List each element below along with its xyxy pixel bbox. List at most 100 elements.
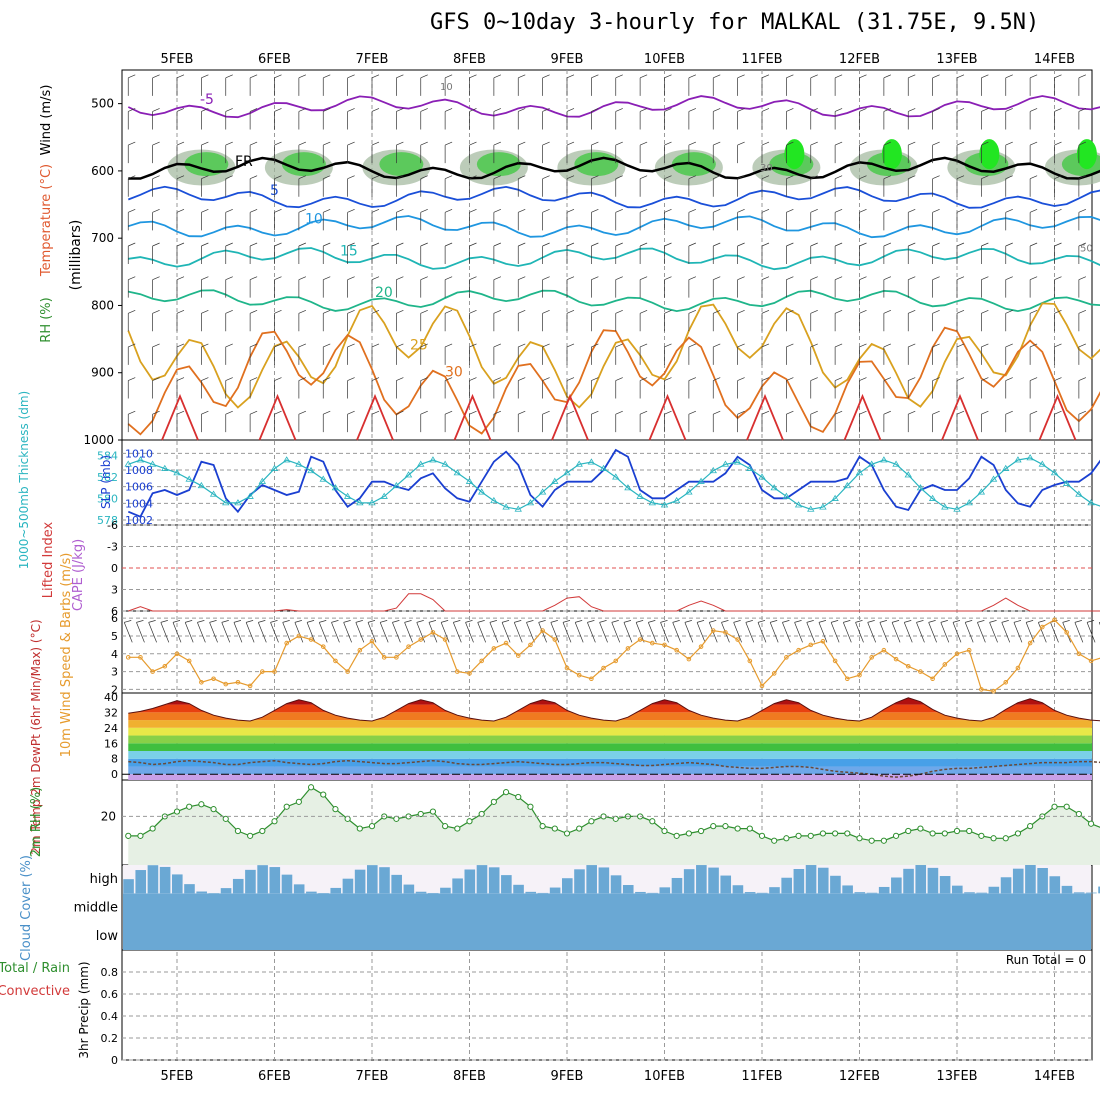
thickness-point bbox=[733, 458, 742, 465]
wind-barb bbox=[964, 620, 974, 643]
lifted-index-line bbox=[128, 593, 1100, 612]
cape-axis-label: CAPE (J/kg) bbox=[71, 539, 86, 611]
date-label-top: 10FEB bbox=[644, 52, 685, 67]
wind-barb bbox=[444, 276, 453, 298]
wind-barb bbox=[1078, 410, 1087, 433]
wind-barb bbox=[639, 175, 648, 197]
cloud-high-bar bbox=[220, 888, 232, 894]
wind-barb bbox=[542, 209, 550, 231]
wind-barb bbox=[806, 620, 816, 643]
wind-barb bbox=[761, 377, 770, 399]
isotherm-line bbox=[127, 95, 1100, 119]
wind-barb bbox=[517, 276, 526, 298]
thickness-point bbox=[758, 473, 766, 480]
wind-barb bbox=[428, 620, 438, 643]
wind-barb bbox=[737, 175, 745, 197]
thickness-point bbox=[234, 499, 242, 506]
wind-barb bbox=[566, 410, 575, 433]
wind-barb bbox=[587, 620, 596, 643]
rh-point bbox=[649, 818, 656, 825]
cloud-high-bar bbox=[488, 867, 500, 894]
wind-barb bbox=[148, 620, 157, 643]
wind-barb bbox=[664, 209, 672, 231]
wind-speed-point bbox=[174, 651, 180, 657]
temp-band bbox=[128, 720, 1092, 728]
wind-speed-point bbox=[784, 655, 789, 660]
wind-barb bbox=[517, 209, 526, 231]
wind-barb bbox=[615, 74, 623, 96]
rh-point bbox=[125, 832, 132, 839]
wind-barb bbox=[493, 377, 502, 399]
thickness-point bbox=[136, 456, 145, 463]
temp-band bbox=[128, 758, 1092, 767]
y-tick-label: 2 bbox=[111, 683, 118, 696]
rh-point bbox=[1002, 835, 1009, 842]
wind-barb bbox=[566, 377, 575, 399]
rh-point bbox=[917, 825, 924, 832]
wind-barb bbox=[1005, 175, 1013, 197]
wind-barb bbox=[932, 175, 940, 197]
cloud-high-bar bbox=[842, 885, 853, 894]
wind-barb bbox=[152, 410, 160, 433]
wind-barb bbox=[834, 141, 843, 164]
wind-barb bbox=[981, 209, 989, 231]
wind-barb bbox=[1029, 209, 1038, 231]
wind-barb bbox=[907, 410, 916, 433]
thickness-point bbox=[307, 466, 315, 474]
wind-barb bbox=[542, 108, 550, 130]
wind-barb bbox=[274, 242, 282, 264]
wind-barb bbox=[322, 377, 331, 399]
cloud-high-bar bbox=[269, 867, 281, 894]
rh-point bbox=[697, 827, 705, 835]
date-label-top: 5FEB bbox=[161, 52, 194, 67]
wind-barb bbox=[639, 108, 648, 130]
rh-point bbox=[966, 827, 973, 835]
wind-barb bbox=[981, 175, 989, 197]
wind-barb bbox=[152, 175, 160, 197]
wind-barb bbox=[737, 141, 745, 164]
cloud-high-bar bbox=[1049, 876, 1061, 894]
isotherm-hot-loop bbox=[1038, 393, 1077, 441]
cloud-high-bar bbox=[281, 874, 293, 894]
wind-speed-point bbox=[759, 683, 765, 689]
wind-barb bbox=[493, 74, 502, 96]
lifted-cape-panel: -6 -3 0 3 6 Lifted Index CAPE (J/kg) bbox=[41, 519, 1100, 618]
rh-point bbox=[1051, 803, 1058, 810]
thickness-point bbox=[746, 464, 754, 471]
wind-barb bbox=[981, 343, 989, 365]
wind-barb bbox=[810, 309, 818, 332]
wind-barb bbox=[298, 141, 307, 164]
wind-barb bbox=[1029, 242, 1038, 264]
wind-barb bbox=[928, 620, 937, 643]
wind-barb bbox=[347, 276, 355, 298]
wind-barb bbox=[225, 242, 233, 264]
rh-point bbox=[356, 825, 363, 832]
cloud-high-bar bbox=[1073, 892, 1085, 894]
wind-speed-point bbox=[954, 651, 960, 657]
isotherm-label: FR bbox=[235, 154, 253, 170]
wind-speed-point bbox=[966, 647, 972, 653]
cloud-high-bar bbox=[379, 867, 390, 894]
wind-barb bbox=[761, 343, 770, 365]
wind-barb bbox=[834, 309, 843, 332]
wind-barb bbox=[660, 620, 669, 643]
wind-barb bbox=[737, 377, 745, 399]
wind-barb bbox=[761, 74, 770, 96]
wind-barb bbox=[201, 108, 209, 130]
wind-barb bbox=[347, 343, 355, 365]
wind-barb bbox=[907, 343, 916, 365]
wind-barb bbox=[1054, 108, 1062, 130]
wind-barb bbox=[298, 175, 307, 197]
thickness-point bbox=[989, 475, 998, 482]
wind-barb bbox=[932, 343, 940, 365]
thickness-point bbox=[331, 484, 340, 491]
wind-barb bbox=[318, 620, 328, 643]
thickness-tick-label: 582 bbox=[97, 471, 118, 484]
wind-barb bbox=[834, 343, 843, 365]
y-tick-label: 32 bbox=[104, 706, 118, 719]
wind-speed-point bbox=[771, 671, 777, 676]
thickness-point bbox=[392, 481, 401, 489]
temp-axis-label: 2m Temp 2m DewPt (6hr Min/Max) (°C) bbox=[29, 619, 43, 854]
cloud-high-bar bbox=[257, 865, 268, 894]
wind-barb bbox=[1086, 620, 1096, 643]
